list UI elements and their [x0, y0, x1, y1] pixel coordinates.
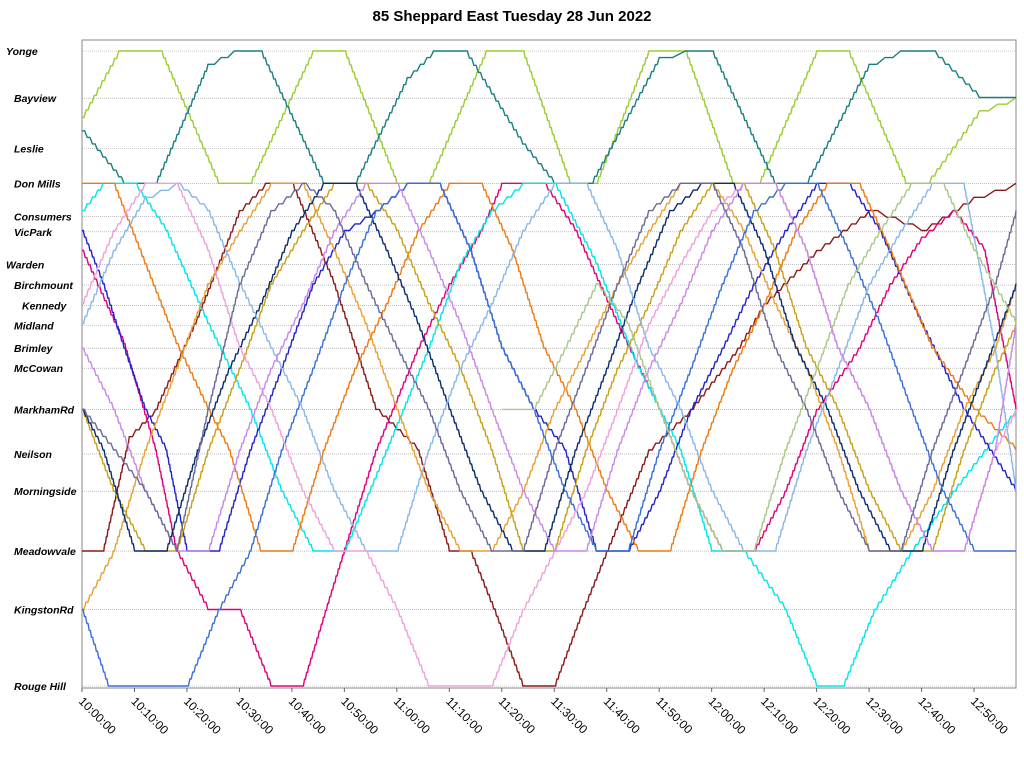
stop-label: Meadowvale: [14, 546, 76, 558]
stop-label: Midland: [14, 321, 54, 333]
stop-label: McCowan: [14, 363, 63, 375]
stop-label: Bayview: [14, 93, 57, 105]
trip-line-2: [82, 50, 1016, 184]
x-tick-label: 12:30:00: [863, 694, 906, 737]
x-tick-label: 11:00:00: [391, 694, 434, 737]
stop-label: Yonge: [6, 46, 38, 58]
x-tick-label: 11:40:00: [601, 694, 644, 737]
x-tick-label: 10:00:00: [76, 694, 119, 737]
trip-line-16: [501, 182, 1017, 552]
stop-label: Neilson: [14, 449, 52, 461]
trip-line-12: [82, 182, 1017, 552]
x-tick-label: 11:20:00: [496, 694, 539, 737]
trip-line-9: [82, 182, 1017, 552]
x-tick-label: 12:20:00: [810, 694, 853, 737]
bus-trips: [82, 50, 1017, 687]
stop-gridlines: [82, 50, 1016, 687]
x-tick-label: 10:30:00: [233, 694, 276, 737]
trip-line-1: [82, 50, 1017, 184]
x-tick-label: 11:50:00: [653, 694, 696, 737]
stop-label: Birchmount: [14, 280, 73, 292]
stop-label: Kennedy: [22, 301, 68, 313]
x-tick-label: 10:50:00: [338, 694, 381, 737]
chart-title: 85 Sheppard East Tuesday 28 Jun 2022: [372, 8, 652, 25]
trip-line-3: [82, 182, 1017, 687]
x-tick-label: 10:10:00: [128, 694, 171, 737]
stop-label: Consumers: [14, 212, 72, 224]
stop-label: Leslie: [14, 144, 44, 156]
stop-label: KingstonRd: [14, 605, 74, 617]
trip-line-7: [82, 182, 1017, 552]
stop-label: Don Mills: [14, 178, 61, 190]
x-tick-label: 10:20:00: [181, 694, 224, 737]
plot-area-border: [81, 39, 1017, 689]
x-tick-label: 12:00:00: [706, 694, 749, 737]
x-tick-label: 10:40:00: [286, 694, 329, 737]
x-tick-label: 11:10:00: [443, 694, 486, 737]
stop-label: MarkhamRd: [14, 404, 75, 416]
stop-labels: Yonge Bayview Leslie Don Mills Consumers VicP…: [6, 46, 77, 693]
x-tick-label: 12:40:00: [915, 694, 958, 737]
x-tick-label: 11:30:00: [548, 694, 591, 737]
stop-label: Rouge Hill: [14, 681, 67, 693]
trip-line-14: [82, 182, 1017, 552]
stop-label: Brimley: [14, 343, 54, 355]
trip-line-11: [82, 182, 1016, 687]
x-tick-label: 12:10:00: [758, 694, 801, 737]
stop-label: Morningside: [14, 486, 77, 498]
trip-line-8: [82, 182, 1017, 611]
trip-line-4: [82, 182, 1017, 687]
stop-label: Warden: [6, 259, 44, 271]
trip-line-15: [82, 182, 1017, 552]
x-tick-label: 12:50:00: [968, 694, 1011, 737]
time-tick-labels: 10:00:00 10:10:00 10:20:00 10:30:00 10:40:00…: [76, 688, 1011, 737]
stop-label: VicPark: [14, 227, 53, 239]
